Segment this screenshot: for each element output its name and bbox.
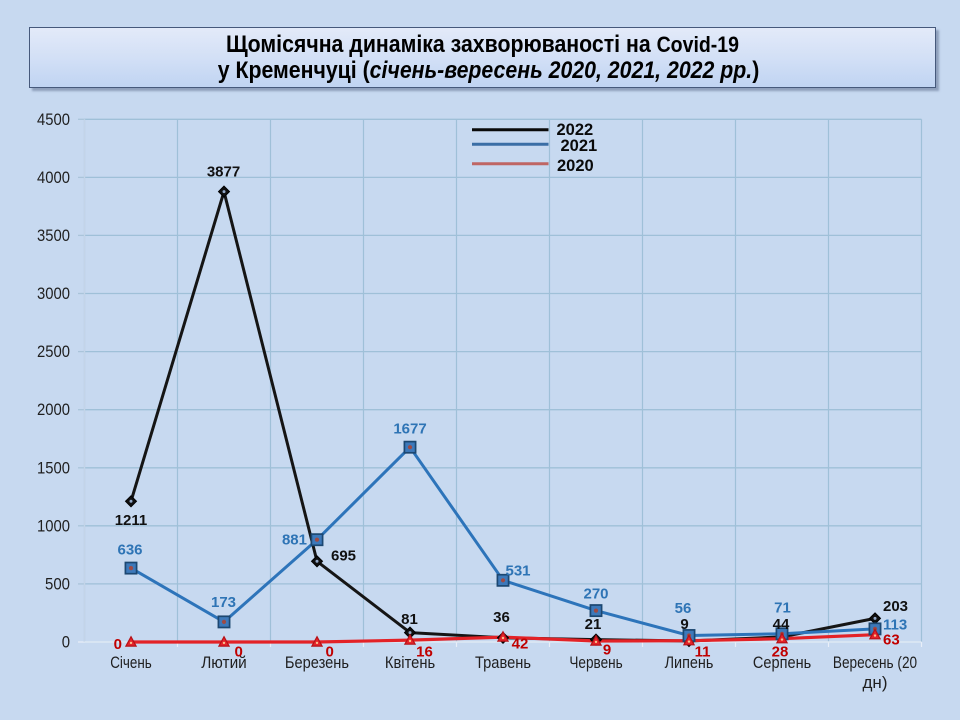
svg-text:81: 81 [401, 611, 418, 628]
svg-text:0: 0 [62, 633, 70, 652]
svg-text:Вересень (20: Вересень (20 [833, 654, 917, 672]
svg-text:дн): дн) [863, 674, 888, 692]
svg-text:3000: 3000 [37, 284, 70, 303]
svg-text:11: 11 [695, 644, 711, 661]
svg-text:Лютий: Лютий [201, 654, 247, 672]
svg-text:636: 636 [117, 542, 142, 559]
svg-text:Січень: Січень [110, 654, 152, 672]
svg-text:Червень: Червень [569, 654, 622, 672]
svg-text:0: 0 [326, 644, 334, 661]
svg-text:2000: 2000 [37, 400, 70, 419]
svg-text:Березень: Березень [285, 654, 349, 672]
svg-text:1211: 1211 [115, 512, 148, 529]
svg-text:3877: 3877 [207, 164, 240, 181]
svg-text:113: 113 [883, 617, 907, 634]
svg-text:2020: 2020 [557, 157, 594, 175]
svg-text:Липень: Липень [665, 654, 714, 672]
svg-text:28: 28 [772, 644, 789, 661]
svg-text:2500: 2500 [37, 342, 70, 361]
svg-text:9: 9 [680, 616, 688, 633]
svg-text:16: 16 [416, 644, 433, 661]
svg-text:1000: 1000 [37, 516, 70, 535]
svg-text:881: 881 [282, 532, 307, 549]
svg-text:2022: 2022 [557, 121, 594, 139]
svg-text:71: 71 [774, 600, 791, 617]
svg-text:500: 500 [45, 574, 70, 593]
svg-text:56: 56 [675, 600, 692, 617]
svg-text:173: 173 [211, 594, 236, 611]
svg-text:695: 695 [331, 548, 356, 565]
svg-text:Квітень: Квітень [385, 654, 435, 672]
svg-text:44: 44 [773, 616, 790, 633]
svg-text:3500: 3500 [37, 226, 70, 245]
svg-text:531: 531 [506, 563, 531, 580]
svg-text:4500: 4500 [37, 110, 70, 129]
svg-text:2021: 2021 [561, 137, 598, 155]
svg-text:21: 21 [585, 616, 602, 633]
svg-text:4000: 4000 [37, 168, 70, 187]
svg-text:9: 9 [603, 642, 611, 659]
svg-text:203: 203 [883, 598, 908, 615]
svg-text:1677: 1677 [393, 421, 426, 438]
svg-text:63: 63 [883, 632, 900, 649]
svg-text:1500: 1500 [37, 458, 70, 477]
svg-text:36: 36 [493, 609, 510, 626]
svg-text:0: 0 [114, 636, 122, 653]
svg-text:42: 42 [512, 636, 529, 653]
svg-text:Серпень: Серпень [753, 654, 811, 672]
svg-text:Травень: Травень [475, 654, 531, 672]
svg-text:0: 0 [235, 644, 243, 661]
svg-text:270: 270 [583, 586, 608, 603]
